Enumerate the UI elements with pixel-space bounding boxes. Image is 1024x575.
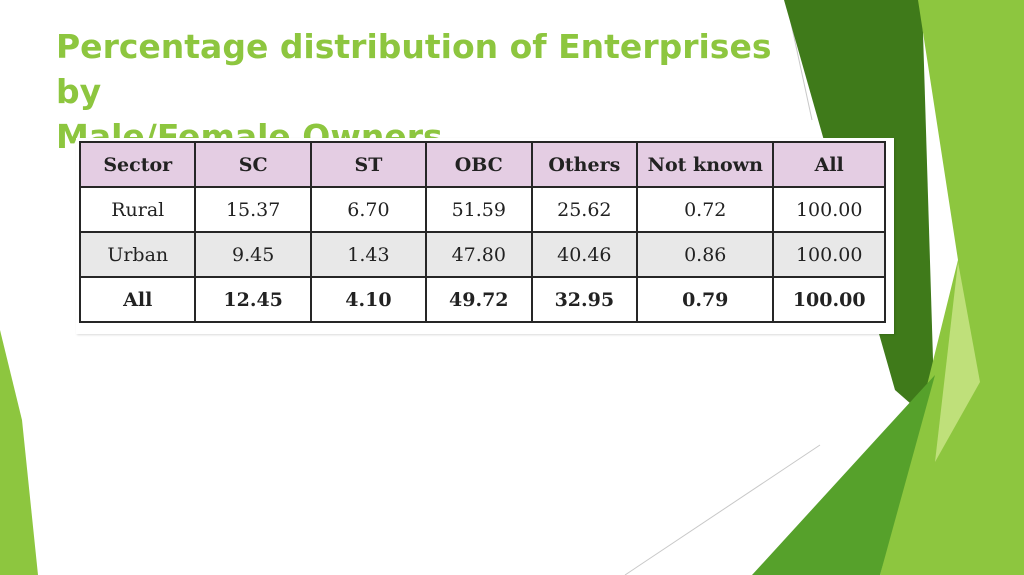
right-pale-green-shape (935, 262, 980, 462)
header-cell-all: All (772, 141, 886, 188)
table-row-rural: Rural 15.37 6.70 51.59 25.62 0.72 100.00 (78, 186, 886, 233)
distribution-table: Sector SC ST OBC Others Not known All Ru… (78, 141, 886, 323)
header-cell-st: ST (309, 141, 428, 188)
header-cell-sc: SC (194, 141, 312, 188)
header-cell-not-known: Not known (636, 141, 775, 188)
header-cell-others: Others (530, 141, 639, 188)
header-cell-obc: OBC (425, 141, 533, 188)
table-cell: Urban (78, 231, 197, 278)
accent-line-bottom (624, 444, 821, 575)
table-cell: 15.37 (194, 186, 312, 233)
left-green-shape (0, 330, 38, 575)
table-cell: 100.00 (772, 186, 886, 233)
table-cell: All (78, 276, 197, 323)
table-cell: 40.46 (530, 231, 639, 278)
table-cell: 32.95 (530, 276, 639, 323)
table-cell: 0.86 (636, 231, 775, 278)
table-cell: Rural (78, 186, 197, 233)
table-cell: 0.79 (636, 276, 775, 323)
table-cell: 49.72 (425, 276, 533, 323)
table-cell: 25.62 (530, 186, 639, 233)
table-cell: 12.45 (194, 276, 312, 323)
table-row-all: All 12.45 4.10 49.72 32.95 0.79 100.00 (78, 276, 886, 323)
table-cell: 47.80 (425, 231, 533, 278)
header-cell-sector: Sector (78, 141, 197, 188)
table-cell: 51.59 (425, 186, 533, 233)
table-cell: 100.00 (772, 231, 886, 278)
table-cell: 1.43 (309, 231, 428, 278)
table-cell: 100.00 (772, 276, 886, 323)
table-image: Sector SC ST OBC Others Not known All Ru… (76, 138, 894, 334)
table-cell: 9.45 (194, 231, 312, 278)
table-header-row: Sector SC ST OBC Others Not known All (78, 141, 886, 188)
table-row-urban: Urban 9.45 1.43 47.80 40.46 0.86 100.00 (78, 231, 886, 278)
right-mid-green-shape (752, 375, 935, 575)
table-cell: 4.10 (309, 276, 428, 323)
table-cell: 0.72 (636, 186, 775, 233)
table-cell: 6.70 (309, 186, 428, 233)
